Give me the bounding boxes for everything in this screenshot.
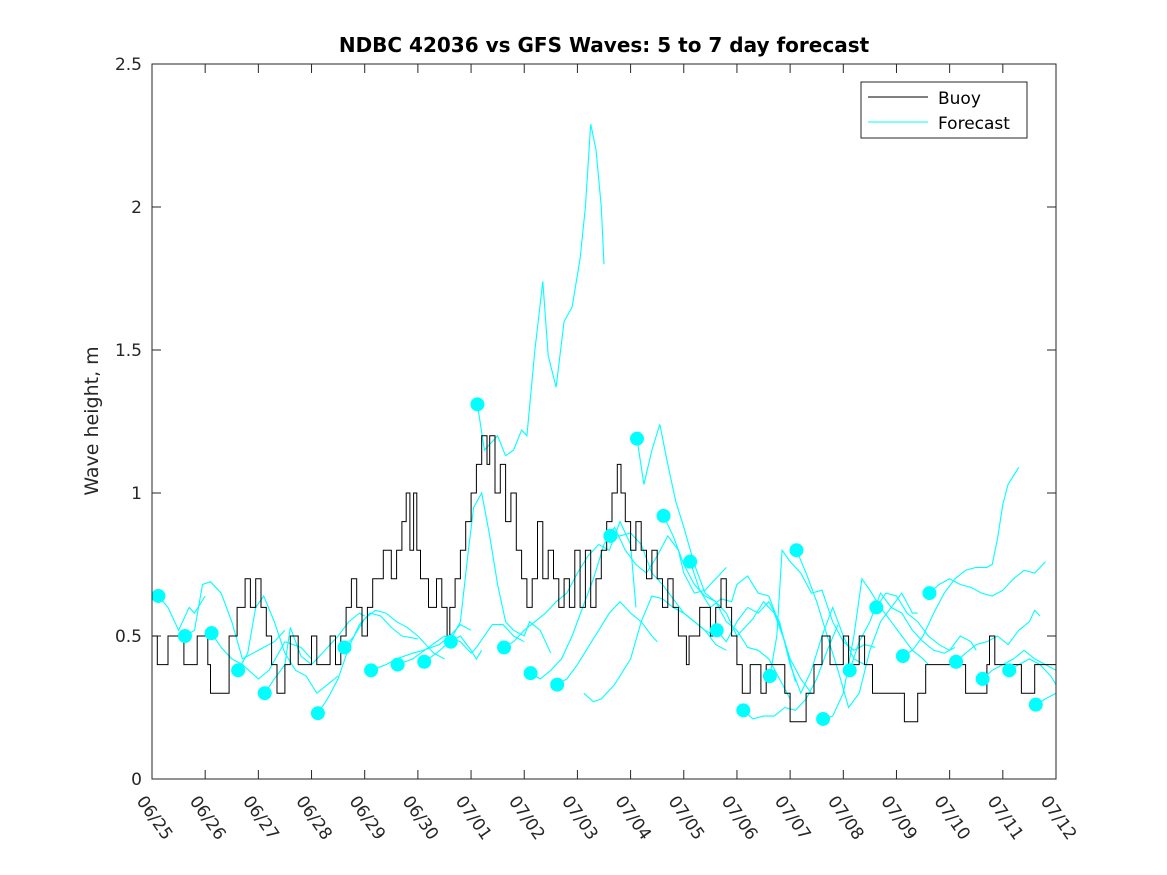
forecast-run-line-29 [929, 561, 1046, 597]
forecast-start-marker [177, 629, 192, 643]
forecast-start-marker [975, 671, 990, 686]
forecast-run-line-25 [822, 577, 929, 720]
series-layer [152, 123, 1056, 723]
forecast-start-marker [443, 634, 458, 649]
forecast-start-marker [364, 663, 379, 678]
forecast-start-marker [789, 543, 804, 558]
forecast-run-line-23 [769, 548, 876, 677]
forecast-run-line-24 [795, 549, 918, 709]
forecast-run-line-4 [237, 594, 339, 695]
forecast-start-marker [497, 640, 512, 655]
forecast-start-marker [337, 640, 352, 655]
forecast-run-line-13 [503, 520, 637, 648]
legend: Buoy Forecast [860, 81, 1028, 139]
y-tick-label: 1.5 [115, 341, 142, 361]
y-tick-label: 1 [131, 484, 142, 504]
forecast-start-marker [550, 677, 565, 692]
forecast-start-marker [683, 554, 698, 569]
forecast-run-line-2 [184, 581, 286, 660]
legend-box [860, 81, 1028, 139]
chart-title: NDBC 42036 vs GFS Waves: 5 to 7 day fore… [339, 33, 870, 57]
y-axis-label: Wave height, m [81, 346, 103, 495]
forecast-start-marker [869, 600, 884, 615]
forecast-start-marker [656, 508, 671, 523]
forecast-start-marker [151, 588, 166, 603]
forecast-run-line-11 [450, 635, 483, 660]
forecast-start-marker [709, 623, 724, 638]
forecast-start-marker [922, 586, 937, 601]
forecast-run-line-26 [849, 591, 956, 671]
forecast-run-line-10 [423, 491, 552, 663]
forecast-start-marker [1002, 663, 1017, 678]
y-axis-ticks: 0 0.5 1 1.5 2 2.5 [115, 55, 1056, 790]
forecast-start-marker [629, 431, 644, 446]
forecast-start-marker [736, 703, 751, 718]
forecast-start-marker [762, 669, 777, 684]
y-tick-label: 2 [131, 198, 142, 218]
forecast-start-marker [816, 711, 831, 726]
forecast-start-marker [417, 654, 432, 669]
forecast-start-marker [470, 397, 485, 412]
forecast-run-line-12 [476, 123, 605, 457]
buoy-line [152, 435, 1056, 723]
forecast-run-line-14 [530, 526, 727, 680]
forecast-run-line-3 [211, 632, 312, 680]
forecast-run-line-31 [982, 649, 1056, 680]
forecast-start-marker [310, 706, 325, 721]
forecast-start-marker [523, 666, 538, 681]
forecast-run-line-1 [157, 595, 206, 632]
y-tick-label: 0.5 [115, 627, 142, 647]
forecast-run-line-15 [556, 600, 658, 686]
plot-frame [151, 63, 1057, 780]
forecast-run-line-32 [1008, 658, 1056, 685]
forecast-run-line-9 [397, 624, 525, 666]
forecast-run-line-7 [344, 609, 445, 660]
forecast-start-marker [204, 626, 219, 641]
y-tick-label: 0 [131, 770, 142, 790]
forecast-run-line-27 [875, 592, 977, 652]
forecast-start-marker [1028, 697, 1043, 712]
forecast-start-marker [895, 649, 910, 664]
legend-buoy-label: Buoy [938, 89, 981, 109]
forecast-run-line-18 [636, 424, 791, 700]
forecast-run-line-21 [716, 600, 865, 695]
forecast-run-line-30 [955, 609, 1041, 663]
forecast-start-marker [949, 654, 964, 669]
forecast-start-markers [151, 397, 1043, 726]
forecast-run-line-28 [902, 467, 1020, 657]
forecast-start-marker [257, 686, 272, 701]
forecast-start-marker [842, 663, 857, 678]
legend-forecast-label: Forecast [938, 114, 1010, 134]
y-tick-label: 2.5 [115, 55, 142, 75]
forecast-start-marker [390, 657, 405, 672]
forecast-start-marker [231, 663, 246, 678]
plot-area [152, 64, 1056, 779]
forecast-start-marker [603, 528, 618, 543]
